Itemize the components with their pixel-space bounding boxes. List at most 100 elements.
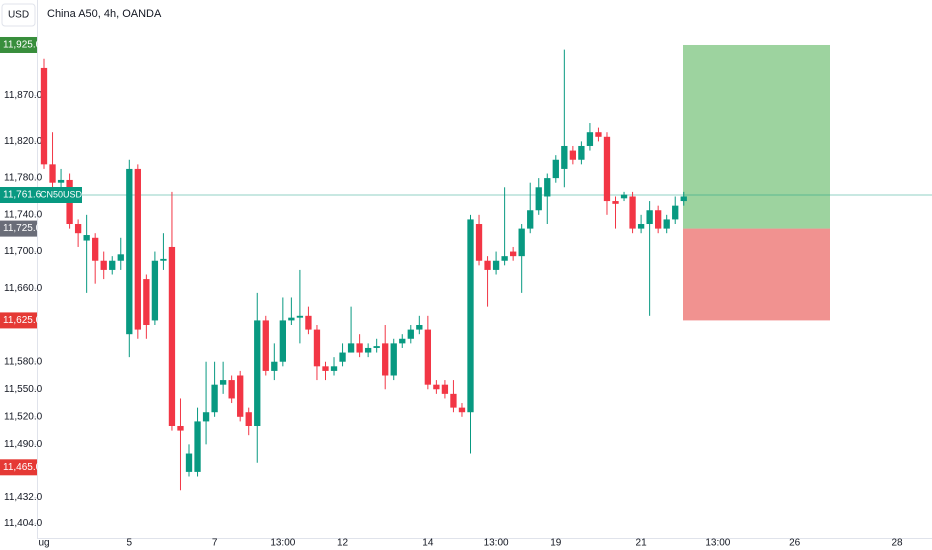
candle-body <box>441 384 449 394</box>
candle-body <box>296 315 304 318</box>
candle-body <box>92 237 99 261</box>
candle-body <box>407 329 414 339</box>
candle-body <box>228 380 235 399</box>
candle-body <box>288 317 295 321</box>
candle-body <box>185 453 193 472</box>
x-tick-label: 14 <box>422 538 434 549</box>
last-price-label: 11,761.6 <box>3 190 42 201</box>
candle-body <box>219 380 227 385</box>
candle-body <box>492 260 500 270</box>
y-tick-label: 11,700.0 <box>4 246 43 257</box>
candle-body <box>49 164 56 183</box>
plot: 11,404.0 11,432.0 11,490.0 11,520.0 11,550.0… <box>0 36 932 549</box>
candle-body <box>518 228 525 257</box>
candle-body <box>390 343 397 376</box>
candle-body <box>672 205 679 220</box>
candle-body <box>373 346 380 348</box>
price-marker <box>0 312 37 329</box>
last-price-marker <box>0 187 82 204</box>
y-tick-label: 11,870.0 <box>4 90 43 101</box>
candle-body <box>475 224 483 261</box>
candle-body <box>603 136 611 202</box>
y-tick-label: 11,660.0 <box>4 283 43 294</box>
candle-body <box>126 168 133 335</box>
candle-body <box>655 210 662 229</box>
y-tick-label: 11,550.0 <box>4 384 43 395</box>
candle-body <box>484 260 491 270</box>
y-tick-label: 11,404.0 <box>4 518 43 529</box>
candle-body <box>646 210 653 225</box>
candle-body <box>569 150 577 160</box>
candle-body <box>595 132 602 137</box>
price-marker-label: 11,725.0 <box>3 223 42 234</box>
candle-body <box>382 343 389 376</box>
candle-body <box>544 178 551 197</box>
candle-body <box>202 412 210 422</box>
candle-body <box>330 366 338 371</box>
candle-body <box>612 201 619 204</box>
candle-body <box>262 320 269 371</box>
x-tick-label: 12 <box>337 538 349 549</box>
candle-body <box>586 132 594 146</box>
candle-body <box>305 315 312 330</box>
candle-body <box>313 329 321 367</box>
price-marker <box>0 36 37 53</box>
candle-body <box>629 196 636 229</box>
price-marker <box>0 459 37 476</box>
y-tick-label: 11,490.0 <box>4 439 43 450</box>
candle-body <box>339 352 346 362</box>
candle-body <box>458 407 466 413</box>
candle-body <box>535 187 542 211</box>
currency[interactable]: USD <box>8 10 29 21</box>
candle-body <box>160 258 167 261</box>
profit-zone <box>683 44 830 229</box>
candle-body <box>237 375 244 417</box>
candle-body <box>501 256 508 261</box>
currency-button[interactable] <box>1 3 36 27</box>
price-marker <box>0 220 37 237</box>
x-tick-label: 21 <box>636 538 648 549</box>
price-marker-label: 11,925.0 <box>3 40 42 51</box>
candle-body <box>527 210 534 229</box>
x-tick-label: 13:00 <box>705 538 730 549</box>
y-tick-label: 11,820.0 <box>4 136 43 147</box>
x-tick-label: 7 <box>212 538 218 549</box>
candle-body <box>168 246 176 426</box>
candle-body <box>578 145 585 160</box>
candle-body <box>680 196 687 202</box>
candle-body <box>416 325 423 330</box>
candle-body <box>467 219 474 413</box>
candle-body <box>620 194 628 199</box>
candle-body <box>279 320 286 362</box>
x-tick-label: 13:00 <box>484 538 509 549</box>
candle-body <box>100 260 107 270</box>
x-tick-label: 19 <box>550 538 562 549</box>
candle-body <box>109 260 116 270</box>
price-marker-label: 11,465.0 <box>3 462 42 473</box>
candle-body <box>552 159 559 179</box>
y-tick-label: 11,432.0 <box>4 492 43 503</box>
candle-body <box>117 254 124 261</box>
y-tick-label: 11,780.0 <box>4 173 43 184</box>
candle-body <box>57 179 65 183</box>
candle-body <box>177 425 184 431</box>
candle-body <box>254 320 261 426</box>
candle-body <box>637 224 645 229</box>
candle-body <box>509 251 517 257</box>
candle-body <box>245 412 252 426</box>
candle-body <box>151 260 159 321</box>
candle-body <box>450 393 457 408</box>
candle-body <box>347 343 355 353</box>
candle-body <box>83 235 90 241</box>
candle-body <box>194 421 201 472</box>
candle-body <box>663 219 670 229</box>
y-tick-label: 11,580.0 <box>4 356 43 367</box>
candle-body <box>143 279 150 326</box>
symbol-label: CN50USD <box>40 189 83 199</box>
x-tick-label: ug <box>38 538 49 549</box>
chart-title: China A50, 4h, OANDA <box>47 8 162 20</box>
candle-body <box>211 384 218 413</box>
y-tick-label: 11,740.0 <box>4 209 43 220</box>
price-marker-label: 11,625.0 <box>3 315 42 326</box>
